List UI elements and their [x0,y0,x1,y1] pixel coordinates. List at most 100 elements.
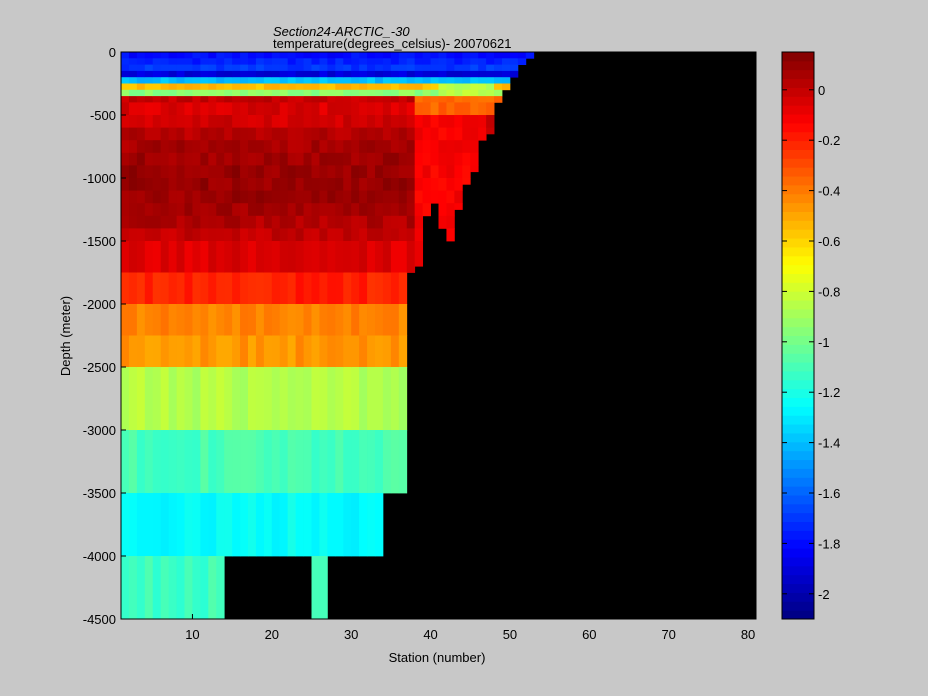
heatmap-cell [486,52,495,59]
heatmap-cell [462,140,471,154]
heatmap-cell [287,89,297,97]
heatmap-cell [279,228,289,242]
heatmap-cell [176,83,185,91]
heatmap-cell [168,58,177,65]
heatmap-cell [192,102,201,116]
heatmap-cell [343,203,352,217]
heatmap-cell [144,272,154,305]
heatmap-cell [470,58,479,65]
y-axis-label: Depth (meter) [58,296,73,376]
heatmap-cell [263,178,273,191]
heatmap-cell [287,367,297,431]
heatmap-cell [248,241,257,273]
heatmap-cell [303,215,312,229]
heatmap-cell [255,165,265,179]
heatmap-cell [263,58,273,65]
heatmap-cell [121,215,130,229]
heatmap-cell [240,127,249,141]
heatmap-cell [279,58,289,65]
heatmap-cell [454,203,463,210]
heatmap-cell [438,178,447,191]
heatmap-cell [319,272,328,305]
heatmap-cell [295,241,304,273]
heatmap-cell [335,190,344,204]
heatmap-cell [192,96,201,103]
heatmap-cell [160,215,170,229]
heatmap-cell [168,430,177,494]
heatmap-cell [382,64,392,72]
heatmap-cell [351,115,360,128]
heatmap-cell [494,70,503,78]
heatmap-cell [160,83,170,91]
colorbar-swatch [782,441,814,452]
colorbar-tick-label: -0.4 [818,184,840,199]
heatmap-cell [398,140,408,154]
heatmap-cell [343,304,352,336]
heatmap-cell [351,430,360,494]
heatmap-cell [335,140,344,154]
heatmap-cell [160,165,170,179]
heatmap-cell [303,430,312,494]
heatmap-cell [263,140,273,154]
heatmap-cell [382,241,392,273]
heatmap-cell [144,228,154,242]
heatmap-cell [216,272,225,305]
heatmap-cell [335,58,344,65]
heatmap-cell [248,215,257,229]
heatmap-cell [422,83,431,91]
heatmap-cell [303,241,312,273]
heatmap-cell [438,190,447,204]
heatmap-cell [359,64,368,72]
heatmap-cell [200,493,209,557]
heatmap-cell [478,96,487,103]
heatmap-cell [216,52,225,59]
heatmap-cell [375,367,384,431]
colorbar-swatch [782,60,814,71]
heatmap-cell [232,127,241,141]
heatmap-cell [184,556,193,620]
heatmap-cell [192,367,201,431]
heatmap-cell [303,83,312,91]
heatmap-cell [502,77,511,84]
heatmap-cell [398,152,408,166]
heatmap-cell [279,430,289,494]
heatmap-cell [144,140,154,154]
heatmap-cell [271,178,281,191]
heatmap-cell [343,52,352,59]
heatmap-cell [398,127,408,141]
heatmap-cell [311,89,320,97]
colorbar-swatch [782,52,814,62]
heatmap-cell [382,152,392,166]
heatmap-cell [152,96,162,103]
heatmap-cell [446,127,455,141]
heatmap-cell [184,140,193,154]
heatmap-cell [176,367,185,431]
heatmap-cell [200,367,209,431]
heatmap-cell [121,367,130,431]
heatmap-cell [486,77,495,84]
heatmap-cell [216,190,225,204]
chart-title: Section24-ARCTIC_-30 [273,24,410,39]
heatmap-cell [176,89,185,97]
heatmap-cell [136,102,146,116]
heatmap-cell [295,165,304,179]
heatmap-cell [422,178,431,191]
heatmap-cell [224,215,233,229]
heatmap-cell [152,272,162,305]
heatmap-cell [390,52,400,59]
heatmap-cell [327,241,336,273]
heatmap-cell [192,165,201,179]
heatmap-cell [279,52,289,59]
heatmap-cell [287,152,297,166]
heatmap-cell [367,140,376,154]
heatmap-cell [168,102,177,116]
heatmap-cell [263,335,273,368]
heatmap-cell [470,70,479,78]
heatmap-cell [311,493,320,557]
heatmap-cell [271,152,281,166]
heatmap-cell [287,335,297,368]
heatmap-cell [351,165,360,179]
heatmap-cell [414,215,424,229]
heatmap-cell [121,102,130,116]
heatmap-cell [255,203,265,217]
